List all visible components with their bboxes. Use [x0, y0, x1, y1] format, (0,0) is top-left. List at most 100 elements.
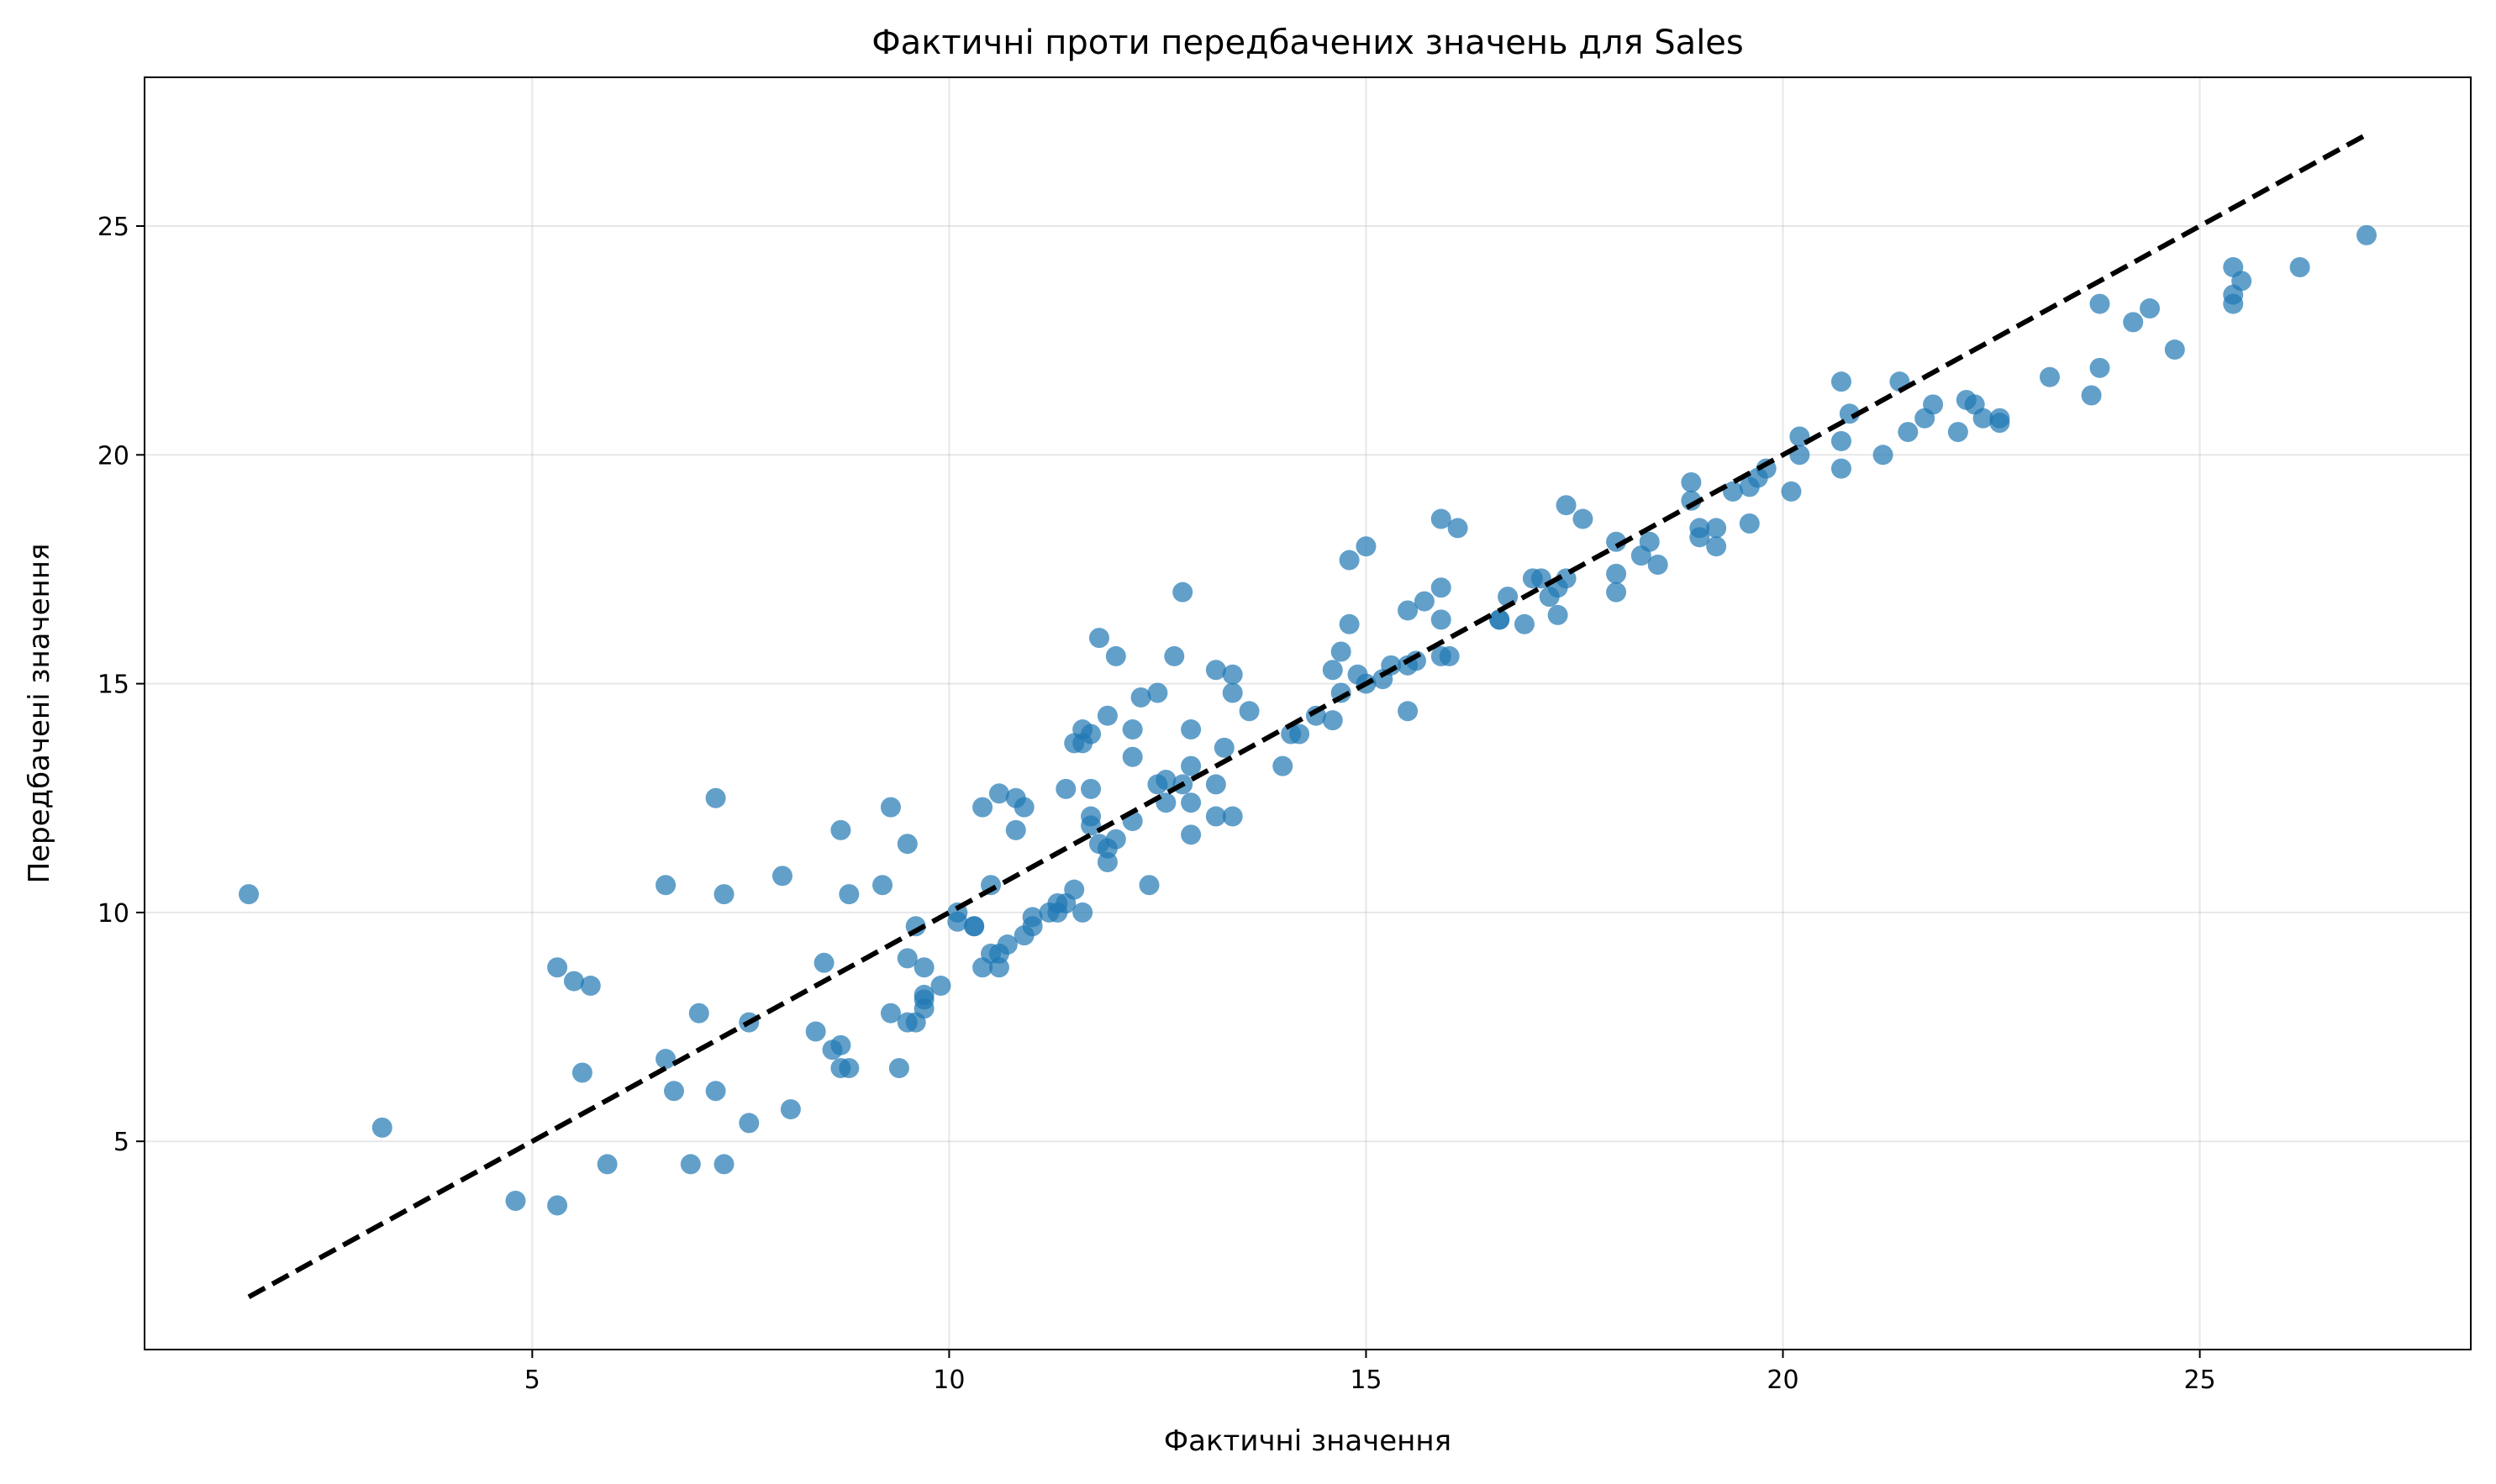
data-point [1972, 408, 1993, 429]
data-point [839, 1058, 860, 1079]
data-point [705, 1081, 726, 1102]
data-point [1447, 518, 1468, 539]
data-point [1398, 600, 1419, 621]
data-point [1105, 829, 1126, 850]
data-point [2164, 339, 2185, 360]
data-point [1181, 719, 1202, 740]
data-point [1689, 527, 1710, 548]
data-point [1289, 724, 1310, 745]
data-point [1056, 778, 1077, 799]
x-tick-label: 20 [1767, 1366, 1798, 1395]
data-point [1430, 508, 1451, 529]
data-point [1122, 719, 1143, 740]
data-point [1214, 737, 1235, 758]
data-point [2356, 224, 2377, 245]
data-point [1489, 609, 1510, 630]
y-tick-label: 10 [97, 899, 129, 929]
data-point [2223, 293, 2244, 314]
data-point [1356, 536, 1377, 557]
data-point [1181, 824, 1202, 845]
data-point [947, 911, 968, 932]
chart-title: Фактичні проти передбачених значень для … [871, 24, 1744, 62]
data-point [914, 998, 935, 1019]
data-point [680, 1154, 701, 1175]
data-point [1556, 495, 1577, 516]
data-point [1322, 710, 1343, 731]
data-point [780, 1099, 801, 1120]
data-point [1339, 550, 1360, 571]
y-tick-label: 25 [97, 213, 129, 242]
x-tick-label: 15 [1350, 1366, 1382, 1395]
data-point [930, 976, 951, 997]
data-point [988, 957, 1009, 978]
data-point [1681, 471, 1702, 492]
data-point [839, 884, 860, 905]
data-point [239, 884, 260, 905]
data-point [2289, 257, 2310, 278]
data-point [1081, 778, 1102, 799]
x-axis-title: Фактичні значення [1164, 1424, 1451, 1458]
data-point [2039, 366, 2060, 387]
y-tick-label: 5 [113, 1128, 129, 1157]
data-point [1647, 555, 1668, 576]
data-point [1722, 481, 1743, 502]
data-point [656, 1049, 677, 1070]
y-tick-label: 20 [97, 441, 129, 471]
data-point [2089, 293, 2110, 314]
data-point [897, 948, 918, 969]
data-point [1330, 641, 1351, 662]
data-point [1839, 403, 1860, 424]
data-point [1414, 591, 1435, 612]
data-point [1022, 916, 1043, 937]
data-point [505, 1191, 526, 1212]
data-point [1430, 577, 1451, 598]
data-point [1830, 430, 1851, 451]
data-point [1706, 536, 1727, 557]
data-point [1572, 508, 1593, 529]
data-point [880, 1002, 901, 1024]
data-point [547, 957, 568, 978]
data-point [1706, 518, 1727, 539]
data-point [1322, 660, 1343, 681]
data-point [914, 957, 935, 978]
data-point [1181, 792, 1202, 813]
data-point [1097, 705, 1118, 726]
data-point [1205, 774, 1226, 795]
data-point [1164, 645, 1185, 666]
data-point [1398, 701, 1419, 722]
data-point [1222, 806, 1243, 827]
data-point [1156, 769, 1177, 790]
data-point [997, 934, 1018, 955]
data-point [1830, 458, 1851, 479]
data-point [1989, 413, 2010, 434]
data-point [1122, 746, 1143, 767]
data-point [597, 1154, 618, 1175]
data-point [1239, 701, 1260, 722]
data-point [1923, 394, 1944, 415]
data-point [1130, 687, 1151, 708]
data-point [2123, 312, 2144, 333]
data-point [1606, 531, 1627, 552]
data-point [2231, 271, 2252, 292]
data-point [2140, 298, 2161, 319]
data-point [1272, 755, 1293, 776]
data-point [1205, 660, 1226, 681]
data-point [1947, 422, 1968, 443]
data-point [830, 819, 851, 840]
data-point [1147, 682, 1168, 703]
axis-ticks: 5 10 15 20 25 5 10 15 20 25 [97, 213, 2216, 1395]
data-point [1872, 445, 1893, 466]
data-point [371, 1117, 392, 1138]
x-tick-label: 10 [933, 1366, 965, 1395]
data-point [771, 866, 793, 887]
data-point [1830, 371, 1851, 392]
data-point [1606, 563, 1627, 584]
data-point [547, 1195, 568, 1216]
data-point [705, 787, 726, 808]
data-point [656, 875, 677, 896]
data-point [1105, 645, 1126, 666]
data-point [714, 884, 735, 905]
y-axis-title: Передбачені значення [23, 544, 56, 884]
data-point [663, 1081, 684, 1102]
